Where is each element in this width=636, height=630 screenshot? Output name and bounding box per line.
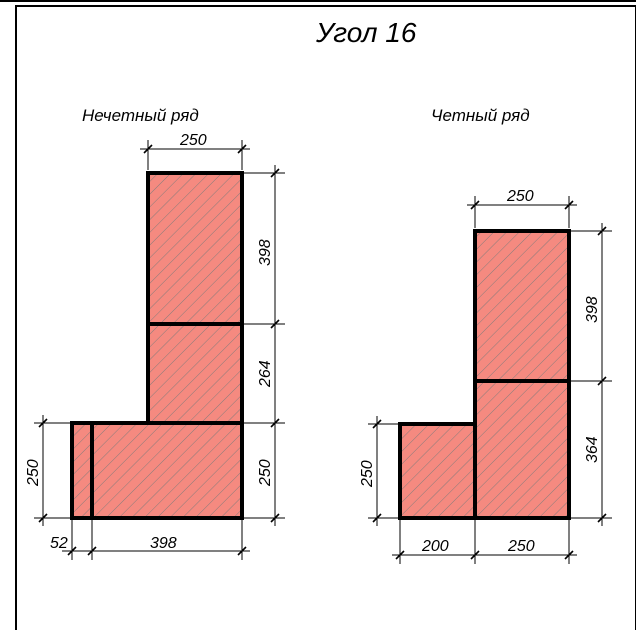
sheet-frame — [15, 5, 636, 630]
even-dim-bottom-right: 250 — [507, 538, 535, 555]
odd-dim-top: 250 — [140, 132, 250, 170]
odd-dim-bottom: 52 398 — [50, 520, 250, 560]
even-dim-top: 250 — [467, 188, 577, 228]
even-dim-right-upper: 398 — [584, 296, 601, 323]
odd-dim-right: 398 264 250 — [244, 165, 285, 526]
odd-dim-right-upper: 398 — [257, 239, 274, 266]
odd-dim-right-lower: 250 — [257, 459, 274, 487]
odd-dim-top-label: 250 — [179, 132, 207, 149]
even-dim-bottom: 200 250 — [392, 520, 577, 564]
even-dim-right: 398 364 — [571, 223, 612, 526]
page-title: Угол 16 — [315, 17, 417, 48]
even-dim-left: 250 — [359, 416, 398, 526]
even-dim-left-label: 250 — [359, 460, 376, 488]
even-row-drawing: Четный ряд 250 398 — [359, 106, 612, 564]
even-row-label: Четный ряд — [431, 106, 530, 125]
odd-row-label: Нечетный ряд — [82, 106, 199, 125]
odd-dim-right-middle: 264 — [257, 360, 274, 388]
odd-dim-left: 250 — [25, 415, 70, 526]
even-dim-top-label: 250 — [506, 188, 534, 205]
even-dim-right-lower: 364 — [584, 436, 601, 463]
odd-dim-left-label: 250 — [25, 459, 42, 487]
odd-dim-bottom-long: 398 — [150, 535, 177, 552]
odd-row-drawing: Нечетный ряд 250 — [25, 106, 285, 560]
odd-dim-bottom-small: 52 — [50, 535, 68, 552]
even-dim-bottom-left: 200 — [421, 538, 449, 555]
